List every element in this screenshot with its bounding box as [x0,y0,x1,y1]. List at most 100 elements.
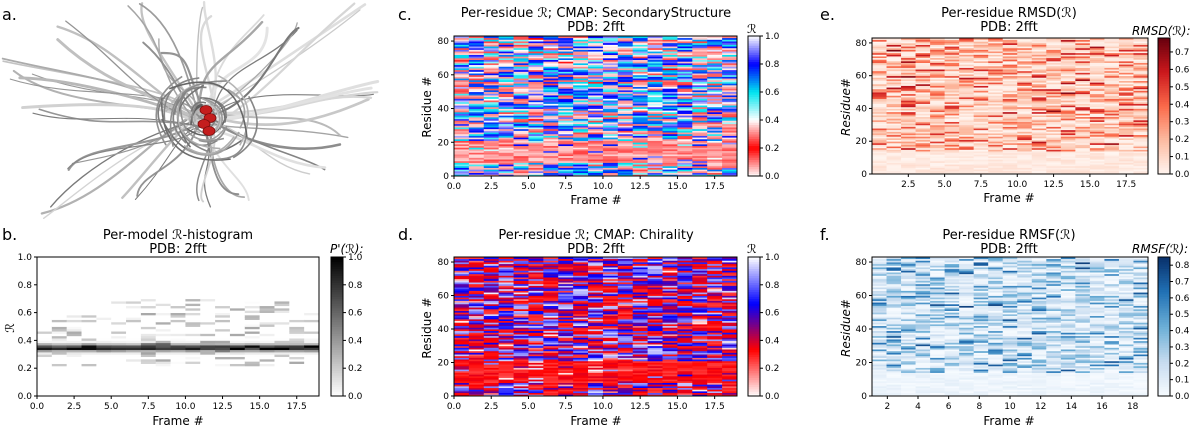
core-coil-33 [183,136,235,155]
heatmap-cell-c-1252 [677,162,693,165]
heatmap-cell-b-704 [200,291,216,295]
heatmap-cell-b-32 [37,319,53,323]
heatmap-cell-c-792 [588,98,604,101]
heatmap-cell-c-425 [528,157,544,160]
heatmap-cell-d-899 [602,278,619,281]
heatmap-cell-c-484 [528,57,544,61]
heatmap-cell-c-556 [543,76,559,79]
heatmap-cell-d-1486 [707,268,723,271]
heatmap-cell-b-854 [244,361,261,364]
colorbar-swatch-d-42 [748,296,760,300]
heatmap-cell-b-1038 [289,351,305,355]
colorbar-swatch-b-54 [331,268,343,272]
heatmap-cell-c-1020 [632,133,649,136]
heatmap-cell-c-1190 [662,127,678,130]
heatmap-cell-c-1562 [722,59,738,62]
heatmap-cell-d-7 [454,382,470,385]
heatmap-cell-c-1002 [632,164,649,167]
heatmap-cell-e-197 [901,121,916,124]
heatmap-cell-d-611 [558,344,574,347]
colorbar-swatch-c-2 [748,169,760,172]
panel-d-title: Per-residue ℛ; CMAP: Chirality [498,228,694,243]
heatmap-cell-d-1420 [707,379,723,382]
heatmap-cell-d-955 [617,323,634,327]
heatmap-cell-d-925 [617,374,634,377]
heatmap-cell-d-1572 [722,263,738,266]
heatmap-cell-d-425 [528,377,544,380]
heatmap-cell-c-1005 [632,159,649,162]
colorbar-swatch-c-57 [748,40,760,44]
heatmap-cell-b-426 [140,379,157,383]
heatmap-cell-c-803 [588,79,604,82]
heatmap-cell-b-632 [185,319,201,323]
heatmap-cell-c-282 [498,118,514,121]
heatmap-cell-d-267 [498,364,514,367]
heatmap-cell-d-1455 [707,320,723,323]
heatmap-cell-b-920 [259,347,275,351]
heatmap-cell-c-1409 [692,37,708,40]
heatmap-cell-e-155 [886,54,902,57]
heatmap-cell-d-1405 [692,265,708,268]
colorbar-swatch-b-9 [331,372,343,376]
heatmap-cell-d-33 [454,339,470,342]
heatmap-cell-c-1124 [647,98,663,101]
heatmap-cell-b-1089 [304,372,320,376]
heatmap-cell-c-262 [498,152,514,155]
heatmap-cell-e-106 [886,134,902,137]
heatmap-cell-d-1173 [662,375,678,378]
heatmap-cell-c-1061 [632,64,649,67]
heatmap-cell-d-1519 [722,352,738,355]
heatmap-cell-d-1195 [662,339,678,342]
heatmap-cell-c-904 [602,49,619,52]
heatmap-cell-c-769 [588,137,604,140]
heatmap-cell-b-10 [37,370,53,374]
heatmap-cell-b-289 [96,280,112,283]
heatmap-cell-b-764 [215,291,231,295]
heatmap-cell-b-63 [51,386,68,390]
heatmap-cell-c-830 [602,174,619,177]
heatmap-cell-c-828 [588,37,604,40]
heatmap-cell-d-73 [454,272,470,275]
heatmap-cell-d-117 [468,337,485,340]
heatmap-cell-b-452 [140,319,157,323]
heatmap-cell-c-711 [573,95,589,98]
heatmap-cell-c-45 [454,98,470,101]
cbar-tick-label-c-5: 1.0 [765,32,780,42]
heatmap-cell-d-244 [483,263,500,266]
heatmap-cell-c-997 [632,172,649,175]
heatmap-cell-b-770 [215,277,231,281]
colorbar-swatch-d-59 [748,257,760,260]
heatmap-cell-b-436 [140,356,157,360]
heatmap-cell-e-2 [872,169,887,172]
colorbar-swatch-d-3 [748,386,760,390]
heatmap-cell-e-90 [886,160,902,163]
heatmap-cell-c-667 [573,169,589,172]
heatmap-cell-c-966 [617,84,634,88]
heatmap-cell-d-1312 [677,282,693,285]
heatmap-cell-b-937 [259,307,275,311]
heatmap-cell-d-878 [602,313,619,317]
heatmap-cell-b-139 [66,349,82,353]
heatmap-cell-c-708 [573,100,589,103]
heatmap-cell-e-80 [872,41,887,44]
heatmap-cell-c-1107 [647,127,663,130]
heatmap-cell-c-213 [483,95,500,98]
heatmap-cell-b-798 [229,351,246,355]
heatmap-cell-b-675 [200,358,216,362]
heatmap-cell-b-852 [244,365,261,369]
heatmap-cell-d-994 [617,258,634,261]
heatmap-cell-d-370 [513,330,529,333]
colorbar-swatch-c-6 [748,159,760,163]
heatmap-cell-b-662 [200,389,216,392]
heatmap-cell-b-915 [259,358,275,362]
heatmap-cell-c-501 [543,169,559,172]
colorbar-swatch-b-52 [331,273,343,276]
heatmap-cell-c-543 [543,98,559,101]
heatmap-cell-d-228 [483,290,500,293]
heatmap-cell-c-374 [513,103,529,106]
heatmap-cell-b-648 [185,282,201,286]
heatmap-cell-d-1433 [707,357,723,360]
heatmap-cell-c-893 [602,68,619,71]
xtick-label-b-1: 2.5 [67,402,81,412]
heatmap-cell-c-1277 [677,120,693,123]
